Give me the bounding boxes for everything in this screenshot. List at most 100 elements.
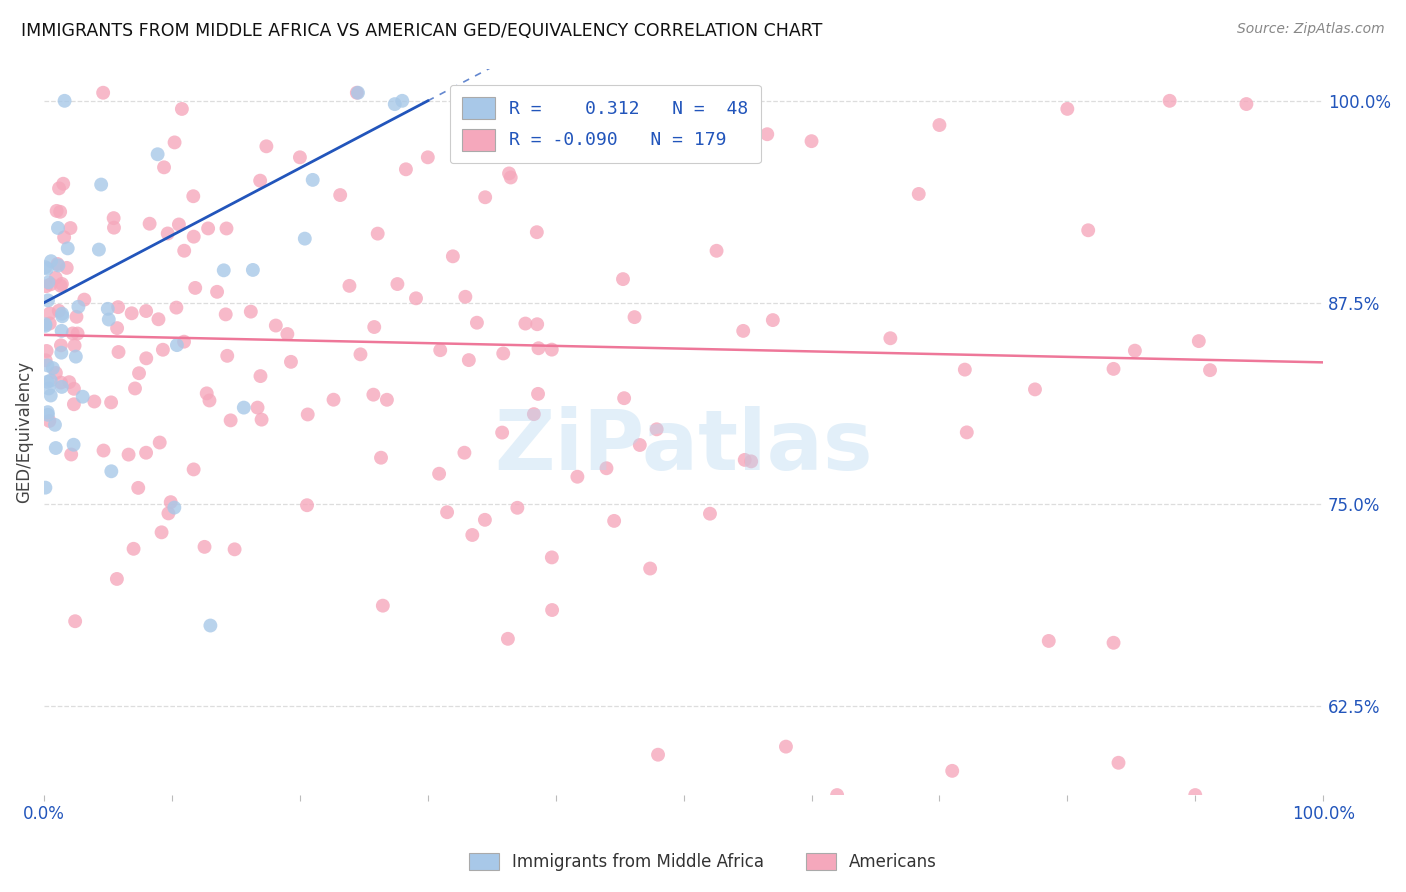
Point [706, 244, 728, 258]
Point [628, 438, 651, 452]
Point [159, 495, 181, 509]
Point [215, 221, 238, 235]
Point [612, 272, 634, 286]
Point [39, 388, 62, 402]
Point [193, 540, 215, 554]
Point [135, 351, 157, 366]
Point [461, 528, 484, 542]
Point [699, 507, 721, 521]
Point [38, 381, 60, 395]
Point [249, 174, 271, 188]
Point [495, 86, 517, 100]
Point [60, 448, 83, 462]
Point [498, 166, 520, 180]
Point [280, 355, 302, 369]
Point [384, 97, 406, 112]
Point [197, 221, 219, 235]
Point [956, 425, 979, 440]
Point [239, 304, 262, 318]
Y-axis label: GED/Equivalency: GED/Equivalency [15, 360, 32, 503]
Point [34, 353, 56, 368]
Point [329, 188, 352, 202]
Legend: R =    0.312   N =  48, R = -0.090   N = 179: R = 0.312 N = 48, R = -0.090 N = 179 [450, 85, 761, 163]
Point [1108, 756, 1130, 770]
Point [339, 278, 361, 293]
Point [51, 380, 73, 394]
Point [45, 270, 67, 285]
Point [37, 408, 59, 422]
Point [39, 254, 62, 268]
Point [157, 507, 180, 521]
Point [603, 514, 626, 528]
Point [613, 391, 636, 405]
Point [34, 317, 56, 331]
Text: Source: ZipAtlas.com: Source: ZipAtlas.com [1237, 22, 1385, 37]
Point [181, 189, 204, 203]
Point [346, 86, 368, 100]
Point [363, 320, 385, 334]
Point [107, 300, 129, 314]
Point [72, 390, 94, 404]
Point [540, 343, 562, 357]
Point [322, 392, 344, 407]
Point [879, 331, 901, 345]
Point [1056, 102, 1078, 116]
Point [90, 178, 112, 192]
Point [1102, 362, 1125, 376]
Point [97, 301, 120, 316]
Point [224, 542, 246, 557]
Point [45, 441, 67, 455]
Point [165, 301, 187, 315]
Point [371, 599, 394, 613]
Legend: Immigrants from Middle Africa, Americans: Immigrants from Middle Africa, Americans [461, 845, 945, 880]
Point [58, 375, 80, 389]
Point [1102, 636, 1125, 650]
Point [496, 632, 519, 646]
Point [246, 401, 269, 415]
Point [163, 136, 186, 150]
Point [117, 448, 139, 462]
Point [91, 86, 114, 100]
Point [53, 230, 76, 244]
Point [1199, 363, 1222, 377]
Point [492, 346, 515, 360]
Point [756, 127, 779, 141]
Point [135, 446, 157, 460]
Point [647, 747, 669, 762]
Point [49, 338, 72, 352]
Point [395, 162, 418, 177]
Point [42, 361, 65, 376]
Point [124, 381, 146, 395]
Point [93, 443, 115, 458]
Point [367, 227, 389, 241]
Point [800, 134, 823, 148]
Point [35, 261, 58, 276]
Point [215, 307, 238, 321]
Point [34, 481, 56, 495]
Point [301, 173, 323, 187]
Point [49, 376, 72, 390]
Point [59, 221, 82, 235]
Point [276, 326, 298, 341]
Point [453, 446, 475, 460]
Point [51, 345, 73, 359]
Point [100, 464, 122, 478]
Point [53, 94, 76, 108]
Point [73, 293, 96, 307]
Point [491, 425, 513, 440]
Point [135, 304, 157, 318]
Point [347, 86, 370, 100]
Point [34, 318, 56, 333]
Point [45, 203, 67, 218]
Point [51, 307, 73, 321]
Point [441, 249, 464, 263]
Point [97, 312, 120, 326]
Point [762, 313, 785, 327]
Point [288, 150, 311, 164]
Point [294, 232, 316, 246]
Point [1038, 634, 1060, 648]
Point [474, 513, 496, 527]
Point [465, 316, 488, 330]
Point [527, 341, 550, 355]
Point [297, 408, 319, 422]
